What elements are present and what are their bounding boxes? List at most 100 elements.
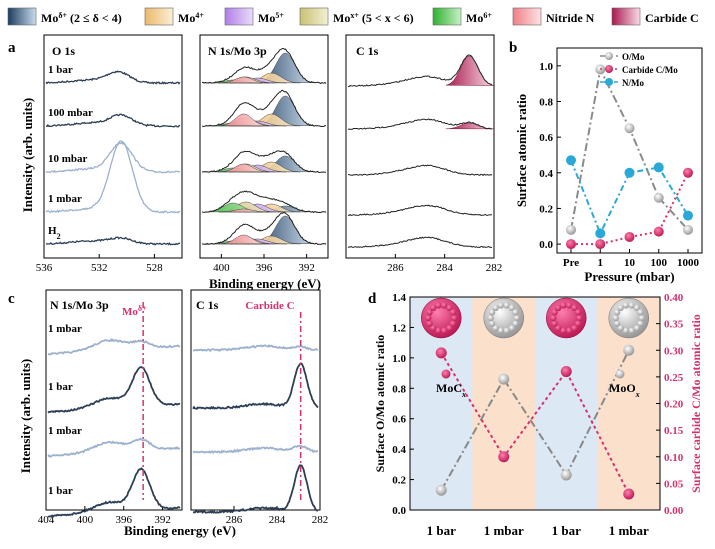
pd-yticklabelL-1: 0.2 [392,475,406,487]
pd-point-0-3 [623,344,635,356]
pd-particle-3-atom-12 [633,304,641,312]
pd-particle-0-atom-9 [429,304,437,312]
pb-xticklabel-1: 1 [598,257,604,269]
pd-moo-label: MoOx [609,381,640,399]
pd-particle-2-atom-2 [571,324,578,332]
pd-particle-0-atom-3 [440,327,448,334]
pc-c-annot-label: Carbide C [245,300,294,312]
pd-yticklabelR-4: 0.20 [664,399,684,411]
pa-c-curve-0 [347,54,493,88]
pd-series-line-0 [440,349,630,491]
pa-o-curve-2 [45,141,181,174]
pd-yticklabelR-5: 0.25 [664,372,684,384]
pd-particle-1-atom-11 [503,302,510,309]
pd-series-line-1 [440,352,630,495]
pd-particle-3-atom-2 [633,324,641,332]
pb-legend-marker-0 [605,52,613,60]
pd-particle-3-atom-0 [638,314,645,322]
panel-a-c1s-plot: 286 284 282 C 1s [345,34,503,274]
pd-yticklabelL-4: 0.8 [392,383,406,395]
legend-label-2: Mo5+ [258,11,284,26]
pa-n-ticklabel-1: 396 [256,262,273,274]
pd-xticklabel-2: 1 bar [552,523,581,538]
pb-xticklabel-4: 1000 [677,257,700,269]
legend-label-3: Mox+ (5 < x < 6) [333,11,414,26]
pd-particle-0-atom-11 [440,302,448,309]
pd-particle-2-atom-11 [565,302,573,309]
pb-legend-label-2: N/Mo [622,78,644,88]
pd-particle-0-atom-6 [426,320,433,327]
pa-n-ticklabel-0: 400 [213,262,230,274]
pb-ylabel: Surface atomic ratio [514,94,529,207]
pd-yticklabelR-8: 0.40 [664,292,684,304]
pa-c-ticklabel-2: 282 [486,262,503,274]
panel-d-letter: d [368,291,377,307]
pa-o-ticklabel-1: 532 [91,262,108,274]
pd-particle-1-atom-6 [488,320,496,327]
pb-point-1-1 [595,239,606,250]
pb-point-1-0 [566,239,576,250]
pd-particle-2-atom-9 [554,304,562,312]
pd-particle-2-atom-13 [574,309,582,316]
pa-o-curve-4 [45,236,181,246]
panel-c-ylabel: Intensity (arb. units) [18,359,33,474]
legend-swatch-4 [432,7,462,26]
pb-point-0-3 [653,192,664,203]
pc-n-curve-2 [47,437,181,458]
pd-particle-3-atom-6 [613,320,621,327]
pb-point-2-1 [595,228,606,239]
pd-particle-1-atom-2 [508,324,516,332]
panel-a-ylabel: Intensity (arb. units) [20,98,35,213]
pd-ylabel-right: Surface carbide C/Mo atomic ratio [689,314,703,493]
pd-yticklabelL-2: 0.4 [392,444,406,456]
pd-yticklabelR-3: 0.15 [664,425,684,437]
pb-point-1-2 [624,231,635,242]
pc-c-frame [190,289,321,511]
pd-particle-1-atom-1 [512,320,519,327]
pd-xticklabel-1: 1 mbar [484,523,524,538]
pb-series-line-2 [570,159,689,236]
pb-legend-label-1: Carbide C/Mo [622,65,678,75]
panel-c-xlabel: Binding energy (eV) [124,523,236,538]
pd-yticklabelR-6: 0.30 [664,345,684,357]
pd-yticklabelL-5: 1.0 [392,353,406,365]
pd-particle-0-atom-4 [435,327,442,334]
pc-n-ticklabel-2: 396 [115,514,132,526]
pd-point-1-2 [560,366,572,378]
panel-b-letter: b [509,40,517,56]
pb-point-0-4 [683,224,693,235]
pd-particle-3-atom-8 [613,309,621,316]
pa-c-curve-3 [347,204,493,217]
pb-point-2-2 [624,167,635,178]
pc-c-curve-3 [192,464,319,514]
pa-c-carbide-1 [445,122,495,130]
pb-legend-marker-1 [605,65,613,73]
legend-swatch-2 [224,7,254,26]
pc-n-rowlabel-2: 1 mbar [48,425,82,437]
pd-particle-2-atom-5 [554,324,562,332]
pd-particle-0-atom-13 [449,309,457,316]
pa-o-rowlabel-4: H2 [48,225,61,241]
pa-o-ticklabel-0: 536 [36,262,53,274]
pd-particle-0-atom-7 [425,314,432,322]
pd-particle-1-atom-7 [487,314,494,322]
pc-n-rowlabel-3: 1 bar [48,485,73,497]
pb-yticklabel-0: 0.0 [539,239,553,251]
pa-n-curve-0 [201,47,327,85]
pb-xticklabel-3: 100 [651,257,668,269]
pd-particle-0-atom-0 [451,314,458,322]
pd-particle-1-atom-0 [513,314,520,322]
pd-particle-1-atom-5 [492,324,499,332]
pd-particle-2-atom-8 [551,309,558,316]
pa-o-rowlabel-1: 100 mbar [48,107,93,119]
pb-yticklabel-1: 0.2 [539,203,553,215]
pb-series-line-1 [571,172,689,246]
panel-c-letter: c [8,291,15,307]
pa-n-comp-4-5 [219,234,270,245]
pd-point-0-1 [498,373,510,385]
pa-o-title: O 1s [52,44,75,58]
panel-a-n1s-plot: 400 396 392 N 1s/Mo 3p [199,34,329,274]
legend-swatch-3 [299,7,329,26]
pd-particle-1-atom-12 [508,304,516,312]
pd-particle-0-atom-1 [449,320,457,327]
